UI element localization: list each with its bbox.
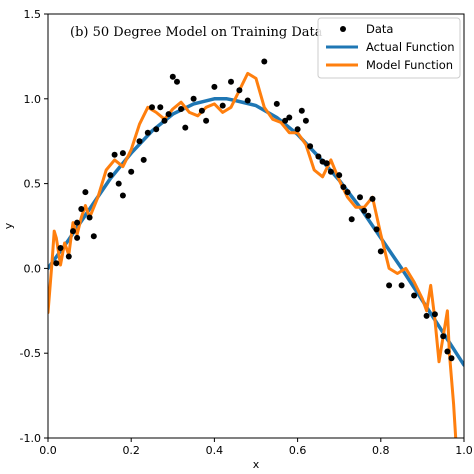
data-point: [323, 160, 330, 167]
data-point: [111, 151, 118, 158]
data-point: [357, 194, 363, 201]
data-point: [86, 214, 93, 221]
x-axis-label: x: [253, 458, 260, 471]
data-point: [219, 102, 226, 109]
data-point: [190, 95, 197, 102]
y-tick-label: 1.5: [24, 8, 42, 21]
data-point: [411, 292, 418, 299]
data-point: [361, 207, 368, 214]
x-tick-label: 0.6: [289, 444, 307, 457]
data-point: [282, 117, 289, 124]
data-point: [386, 282, 393, 289]
data-point: [340, 184, 347, 190]
data-point: [423, 312, 430, 319]
data-point: [74, 234, 81, 241]
y-tick-label: -1.0: [20, 432, 41, 445]
data-point: [153, 126, 160, 133]
data-point: [327, 168, 334, 175]
data-point: [74, 219, 81, 226]
x-tick-label: 0.2: [122, 444, 140, 457]
data-point: [440, 333, 447, 340]
axis-ticks: 0.0 0.2 0.4 0.6 0.8 1.0 -1.0 -0.5 0.0 0.5 1.0 1.5: [20, 8, 473, 457]
data-point: [57, 245, 64, 251]
data-point: [398, 282, 405, 289]
legend-label-model: Model Function: [366, 58, 453, 72]
data-point: [244, 97, 251, 104]
data-point: [128, 168, 135, 175]
x-tick-label: 0.8: [372, 444, 390, 457]
data-point: [431, 311, 438, 318]
data-point: [82, 189, 89, 196]
x-tick-label: 1.0: [455, 444, 473, 457]
chart-title: (b) 50 Degree Model on Training Data: [70, 25, 323, 40]
legend: Data Actual Function Model Function: [317, 17, 461, 79]
data-point: [302, 117, 309, 124]
data-point: [298, 107, 305, 114]
axes-frame: [47, 13, 465, 439]
data-point: [78, 206, 85, 212]
data-point: [348, 216, 355, 223]
y-tick-label: -0.5: [20, 347, 41, 360]
data-point: [115, 180, 122, 187]
x-tick-label: 0.0: [39, 444, 57, 457]
data-point: [373, 226, 380, 233]
data-point: [140, 156, 147, 163]
data-point: [144, 129, 151, 136]
data-point: [448, 355, 455, 362]
data-point: [203, 117, 210, 124]
y-axis-label: y: [2, 222, 15, 229]
data-point: [157, 104, 164, 111]
data-point: [286, 114, 293, 121]
data-point: [70, 228, 76, 235]
data-point: [161, 117, 168, 124]
series-actual-function-line: [48, 97, 464, 367]
legend-box: [317, 17, 461, 79]
data-point: [178, 106, 185, 112]
data-point: [65, 253, 72, 260]
data-point: [315, 153, 322, 160]
data-point: [136, 138, 143, 145]
data-point: [236, 87, 243, 94]
data-point: [273, 100, 280, 107]
data-point: [119, 150, 126, 157]
data-point: [365, 212, 372, 219]
data-point: [344, 189, 351, 196]
data-point: [165, 111, 172, 118]
data-point: [174, 78, 180, 85]
legend-label-data: Data: [366, 22, 393, 36]
data-point: [169, 73, 176, 80]
y-tick-label: 0.0: [24, 262, 42, 275]
data-point: [261, 58, 268, 65]
data-point: [211, 83, 218, 90]
x-tick-label: 0.4: [206, 444, 224, 457]
data-point: [444, 348, 451, 355]
data-point: [182, 124, 189, 131]
data-point: [198, 107, 205, 114]
data-point: [369, 195, 376, 202]
data-point: [107, 172, 114, 179]
data-point: [307, 143, 314, 150]
data-point: [228, 78, 234, 85]
legend-marker-data: [340, 26, 346, 32]
data-point: [377, 248, 384, 255]
plot-area: [48, 58, 464, 438]
data-point: [53, 260, 60, 267]
y-tick-label: 0.5: [24, 178, 42, 191]
data-point: [149, 104, 155, 111]
data-point: [119, 192, 126, 199]
data-point: [90, 233, 97, 240]
legend-label-actual: Actual Function: [366, 40, 455, 54]
series-model-function-line: [48, 71, 458, 438]
data-point: [294, 126, 301, 133]
y-tick-label: 1.0: [24, 93, 42, 106]
data-point: [336, 172, 343, 179]
